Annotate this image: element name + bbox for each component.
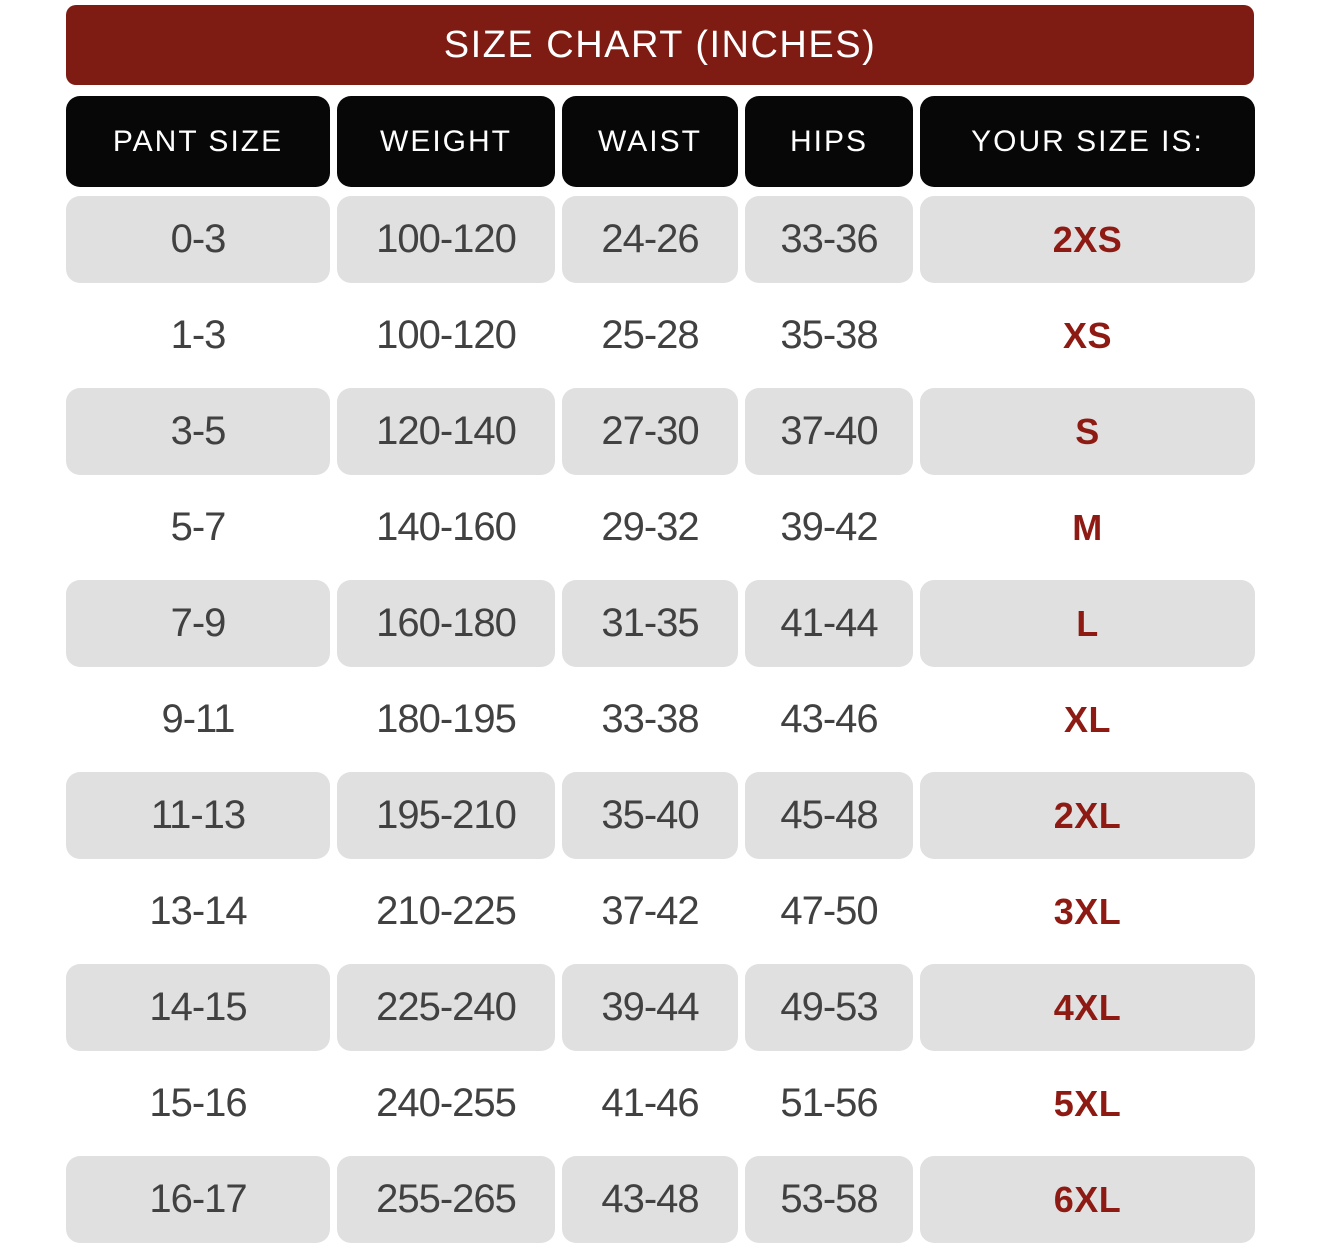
cell-size-label: XS [1062,314,1113,356]
cell-pant-size: 3-5 [66,388,330,475]
cell-weight: 140-160 [376,505,517,549]
cell-weight: 100-120 [337,196,555,283]
cell-size-label: M [1072,506,1103,548]
cell-weight: 240-255 [376,1081,517,1125]
cell-waist: 29-32 [601,505,699,549]
cell-waist: 35-40 [562,772,738,859]
column-header-weight: WEIGHT [337,96,555,187]
cell-weight: 255-265 [337,1156,555,1243]
size-chart-title: SIZE CHART (INCHES) [443,23,877,66]
cell-hips: 41-44 [745,580,913,667]
cell-size-label: 5XL [1053,1082,1122,1124]
cell-pant-size: 16-17 [66,1156,330,1243]
cell-weight: 225-240 [337,964,555,1051]
size-chart-title-banner: SIZE CHART (INCHES) [66,5,1254,85]
cell-hips: 37-40 [745,388,913,475]
cell-weight: 180-195 [376,697,517,741]
cell-pant-size: 13-14 [149,889,247,933]
cell-hips: 47-50 [780,889,878,933]
cell-hips: 35-38 [780,313,878,357]
cell-size-label: S [920,388,1255,475]
cell-size-label: 4XL [920,964,1255,1051]
column-header-hips: HIPS [745,96,913,187]
cell-pant-size: 14-15 [66,964,330,1051]
cell-waist: 39-44 [562,964,738,1051]
cell-pant-size: 9-11 [161,697,235,741]
cell-hips: 43-46 [780,697,878,741]
cell-weight: 160-180 [337,580,555,667]
cell-hips: 33-36 [745,196,913,283]
cell-waist: 43-48 [562,1156,738,1243]
cell-pant-size: 15-16 [149,1081,247,1125]
size-chart: SIZE CHART (INCHES) PANT SIZE WEIGHT WAIST… [66,5,1255,1243]
cell-waist: 33-38 [601,697,699,741]
cell-hips: 51-56 [780,1081,878,1125]
cell-size-label: L [920,580,1255,667]
cell-hips: 39-42 [780,505,878,549]
cell-hips: 45-48 [745,772,913,859]
cell-pant-size: 1-3 [170,313,227,357]
cell-waist: 24-26 [562,196,738,283]
column-header-your-size-is: YOUR SIZE IS: [920,96,1255,187]
cell-weight: 210-225 [376,889,517,933]
cell-size-label: 2XS [920,196,1255,283]
cell-waist: 27-30 [562,388,738,475]
cell-pant-size: 11-13 [66,772,330,859]
cell-pant-size: 0-3 [66,196,330,283]
cell-pant-size: 5-7 [170,505,227,549]
cell-weight: 120-140 [337,388,555,475]
size-chart-table: PANT SIZE WEIGHT WAIST HIPS YOUR SIZE IS: 0-3… [66,96,1255,1243]
cell-weight: 195-210 [337,772,555,859]
cell-hips: 49-53 [745,964,913,1051]
cell-waist: 37-42 [601,889,699,933]
cell-pant-size: 7-9 [66,580,330,667]
cell-waist: 25-28 [601,313,699,357]
cell-waist: 31-35 [562,580,738,667]
cell-waist: 41-46 [601,1081,699,1125]
cell-weight: 100-120 [376,313,517,357]
cell-size-label: 2XL [920,772,1255,859]
cell-hips: 53-58 [745,1156,913,1243]
column-header-pant-size: PANT SIZE [66,96,330,187]
cell-size-label: 3XL [1053,890,1122,932]
cell-size-label: 6XL [920,1156,1255,1243]
column-header-waist: WAIST [562,96,738,187]
cell-size-label: XL [1063,698,1111,740]
